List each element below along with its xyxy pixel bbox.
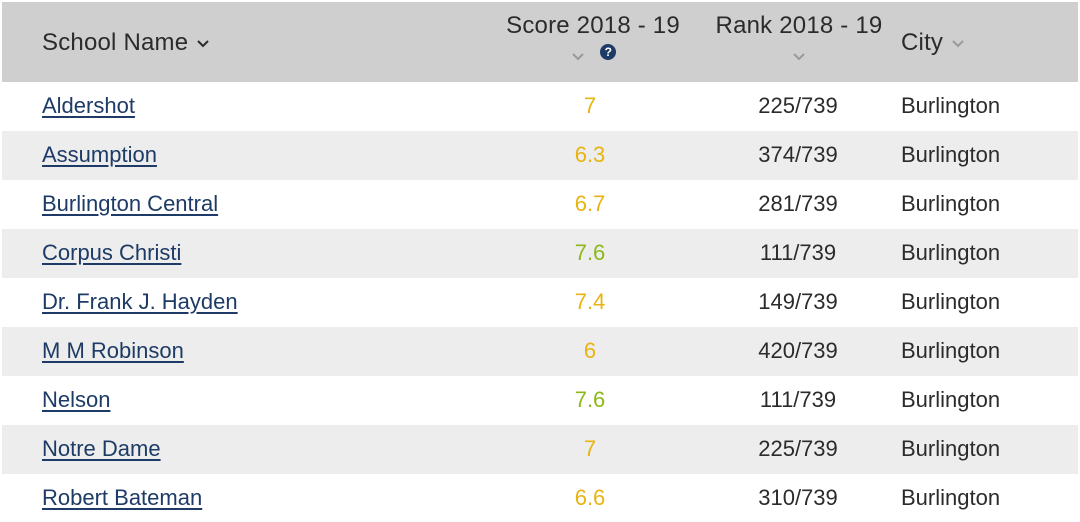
score-header-label: Score 2018 - 19 xyxy=(506,12,680,39)
score-value: 7 xyxy=(583,436,597,461)
table-header: School Name Score 2018 - 19 ? Rank 2018 … xyxy=(2,2,1078,82)
chevron-down-icon xyxy=(197,39,209,48)
city-value: Burlington xyxy=(901,387,1001,412)
city-value: Burlington xyxy=(901,289,1001,314)
rank-value: 111/739 xyxy=(759,387,837,412)
chevron-down-icon xyxy=(793,52,805,61)
school-link[interactable]: Aldershot xyxy=(42,93,135,118)
city-value: Burlington xyxy=(901,93,1001,118)
rank-header-label: Rank 2018 - 19 xyxy=(715,12,883,39)
score-value: 6.3 xyxy=(574,142,606,167)
table-row: Aldershot 7 225/739 Burlington xyxy=(2,82,1078,131)
city-value: Burlington xyxy=(901,436,1001,461)
city-value: Burlington xyxy=(901,485,1001,510)
city-value: Burlington xyxy=(901,240,1001,265)
score-value: 6.6 xyxy=(574,485,606,510)
table-row: Corpus Christi 7.6 111/739 Burlington xyxy=(2,229,1078,278)
table-row: Notre Dame 7 225/739 Burlington xyxy=(2,425,1078,474)
table-row: Robert Bateman 6.6 310/739 Burlington xyxy=(2,474,1078,522)
sort-school-name[interactable]: School Name xyxy=(42,29,211,57)
table-row: Dr. Frank J. Hayden 7.4 149/739 Burlingt… xyxy=(2,278,1078,327)
help-icon[interactable]: ? xyxy=(600,43,617,60)
score-value: 7.6 xyxy=(574,240,606,265)
table-row: Burlington Central 6.7 281/739 Burlingto… xyxy=(2,180,1078,229)
table-body: Aldershot 7 225/739 Burlington Assumptio… xyxy=(2,82,1078,522)
school-link[interactable]: Robert Bateman xyxy=(42,485,203,510)
school-name-header-label: School Name xyxy=(42,29,189,56)
city-value: Burlington xyxy=(901,338,1001,363)
table-row: Nelson 7.6 111/739 Burlington xyxy=(2,376,1078,425)
school-link[interactable]: M M Robinson xyxy=(42,338,184,363)
sort-score[interactable]: Score 2018 - 19 ? xyxy=(495,12,691,62)
school-link[interactable]: Corpus Christi xyxy=(42,240,182,265)
rank-value: 281/739 xyxy=(758,191,838,216)
score-value: 6 xyxy=(583,338,597,363)
school-link[interactable]: Burlington Central xyxy=(42,191,219,216)
sort-rank[interactable]: Rank 2018 - 19 xyxy=(706,12,892,62)
score-value: 7 xyxy=(583,93,597,118)
rank-value: 111/739 xyxy=(759,240,837,265)
table-row: Assumption 6.3 374/739 Burlington xyxy=(2,131,1078,180)
rank-value: 310/739 xyxy=(758,485,838,510)
score-value: 7.4 xyxy=(574,289,606,314)
rank-value: 225/739 xyxy=(758,93,838,118)
score-value: 7.6 xyxy=(574,387,606,412)
city-header-label: City xyxy=(901,29,944,56)
city-value: Burlington xyxy=(901,191,1001,216)
score-value: 6.7 xyxy=(574,191,606,216)
school-link[interactable]: Nelson xyxy=(42,387,111,412)
rank-value: 225/739 xyxy=(758,436,838,461)
rank-value: 149/739 xyxy=(758,289,838,314)
rank-value: 420/739 xyxy=(758,338,838,363)
school-link[interactable]: Dr. Frank J. Hayden xyxy=(42,289,238,314)
chevron-down-icon xyxy=(571,52,584,61)
chevron-down-icon xyxy=(952,39,964,48)
sort-city[interactable]: City xyxy=(901,29,966,57)
school-link[interactable]: Notre Dame xyxy=(42,436,161,461)
table-row: M M Robinson 6 420/739 Burlington xyxy=(2,327,1078,376)
school-link[interactable]: Assumption xyxy=(42,142,157,167)
rank-value: 374/739 xyxy=(758,142,838,167)
city-value: Burlington xyxy=(901,142,1001,167)
